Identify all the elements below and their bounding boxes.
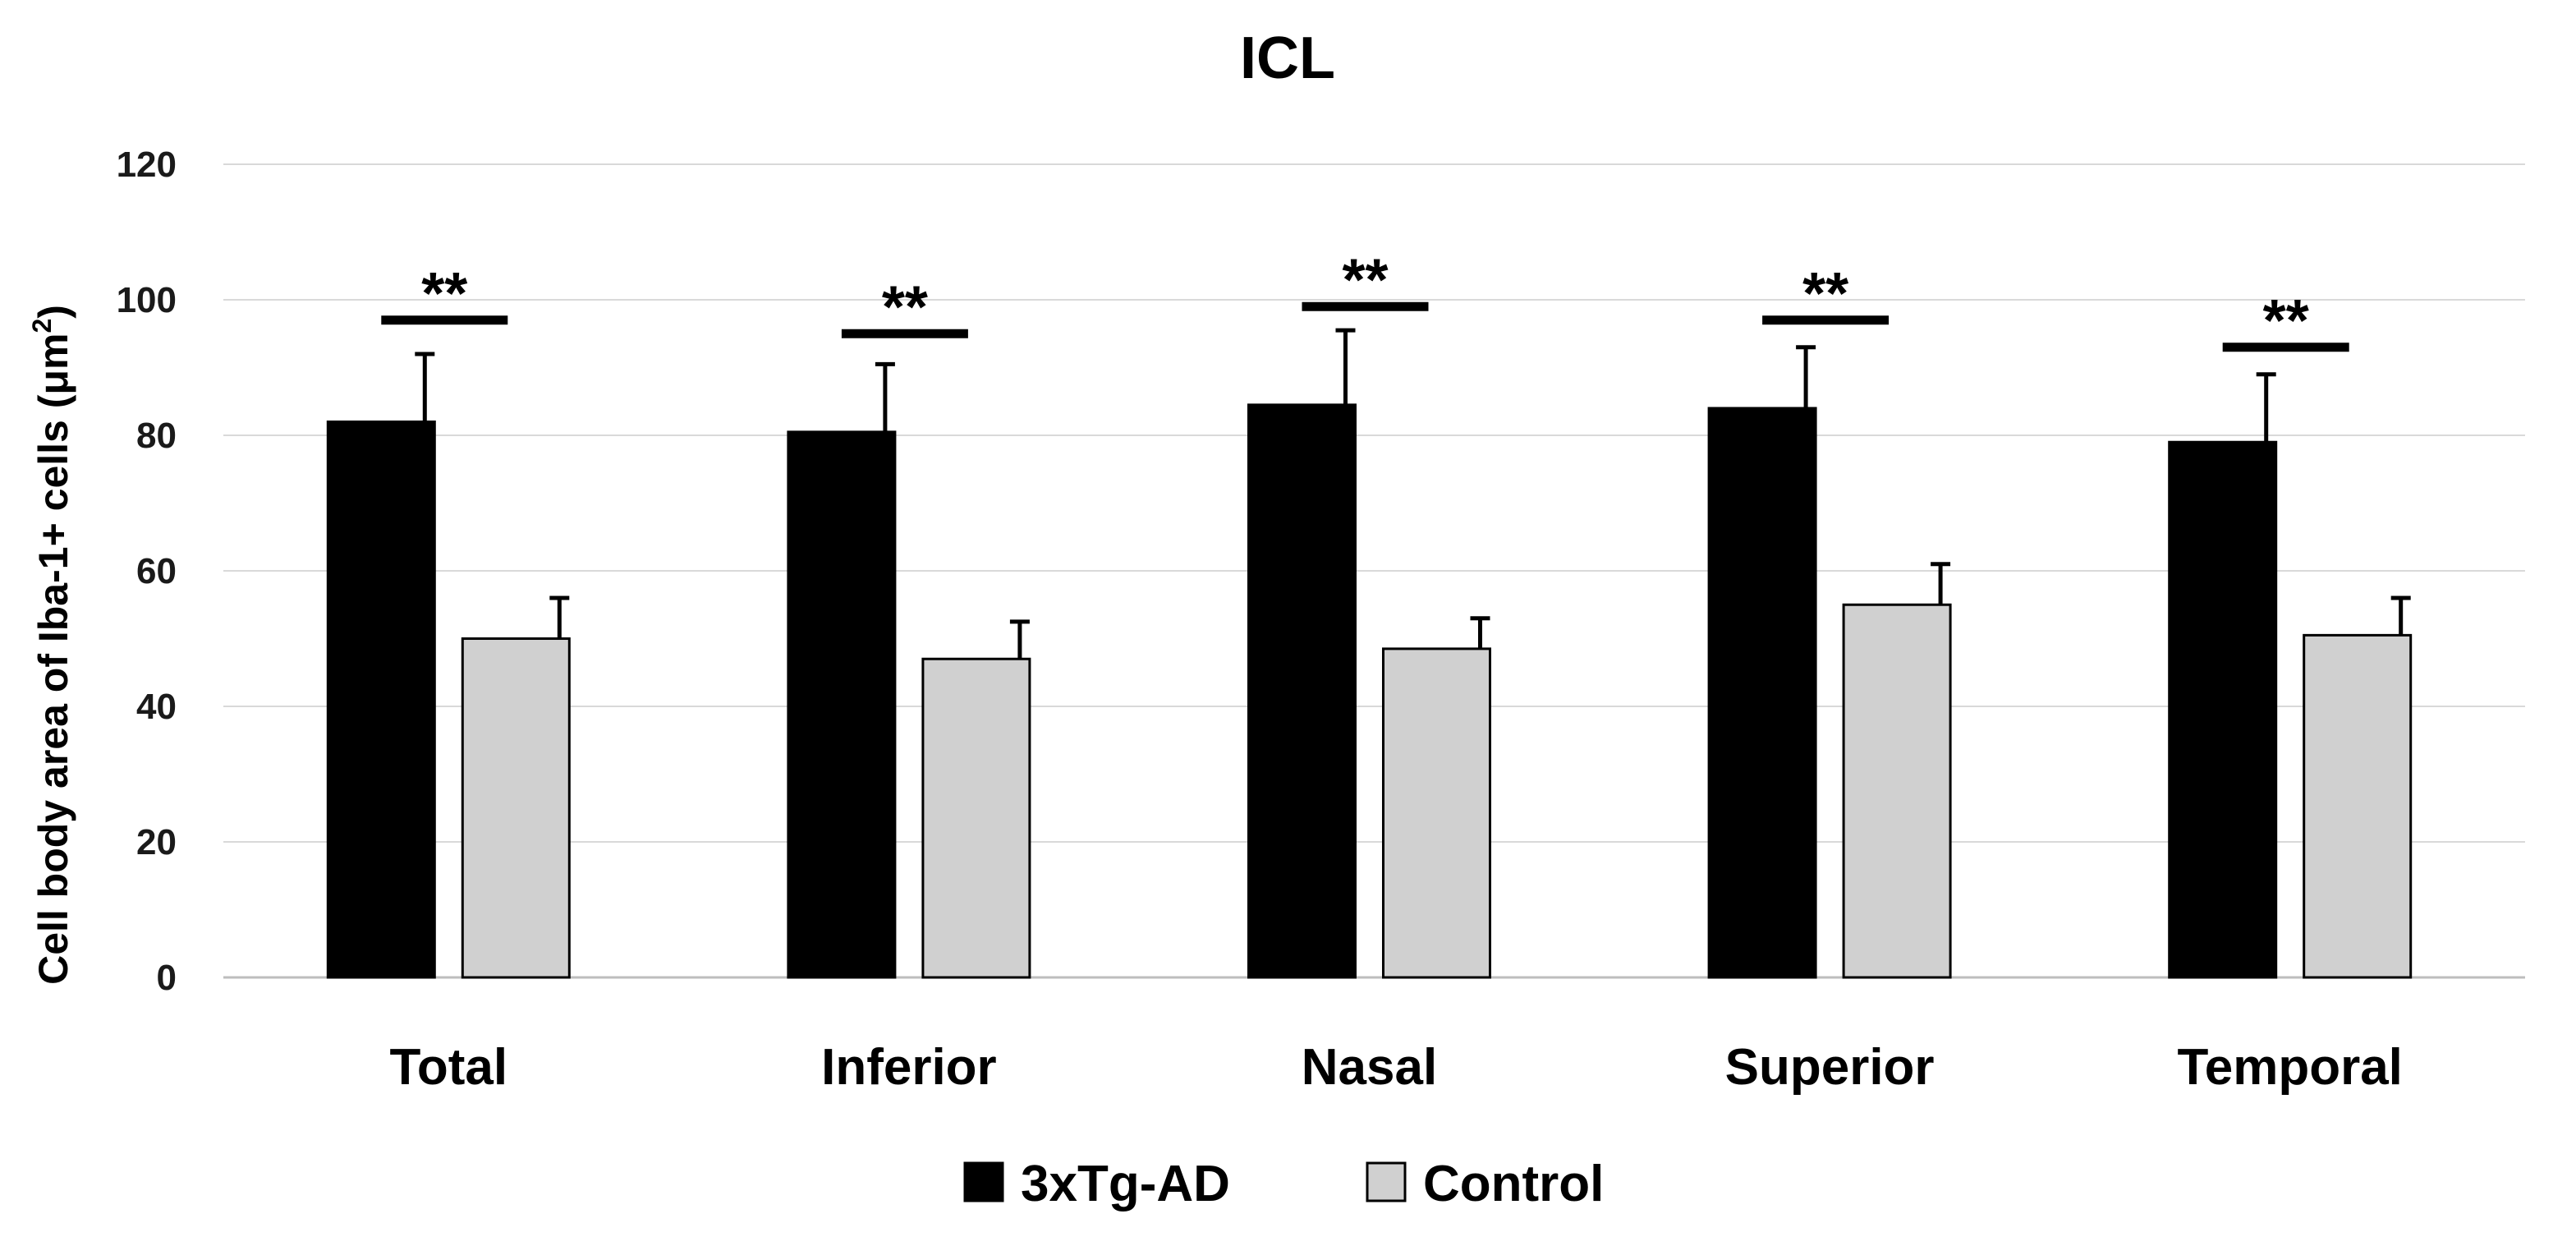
- bar-series1: [1707, 407, 1817, 979]
- category-label: Temporal: [2177, 1039, 2402, 1096]
- y-tick-label: 120: [117, 145, 177, 185]
- category-label: Superior: [1725, 1039, 1935, 1096]
- legend-label: 3xTg-AD: [1021, 1156, 1230, 1212]
- bar-series1: [787, 430, 897, 979]
- legend-swatch: [1366, 1161, 1407, 1202]
- category-label: Inferior: [821, 1039, 997, 1096]
- y-tick-label: 40: [136, 687, 177, 727]
- bar-series2: [1842, 603, 1952, 979]
- y-tick-label: 60: [136, 551, 177, 591]
- gridlines: [223, 163, 2525, 979]
- bar-series2: [921, 657, 1031, 979]
- category-labels: Total Inferior Nasal Superior Temporal: [390, 1039, 2403, 1096]
- y-axis-label-superscript: 2: [27, 319, 57, 333]
- bar-series1: [326, 421, 436, 979]
- y-axis-label-main: Cell body area of Iba-1+ cells (μm: [30, 333, 76, 985]
- y-tick-label: 100: [117, 280, 177, 320]
- legend-swatch: [963, 1161, 1004, 1202]
- significance-label: **: [421, 261, 467, 327]
- bar-series2: [1382, 647, 1491, 979]
- legend-label: Control: [1423, 1156, 1604, 1212]
- chart-title: ICL: [1240, 25, 1335, 91]
- y-tick-label: 0: [157, 958, 177, 998]
- y-tick-label: 80: [136, 416, 177, 456]
- error-bars: [415, 328, 2411, 660]
- category-label: Total: [390, 1039, 508, 1096]
- significance-label: **: [882, 274, 928, 340]
- significance-label: **: [1342, 247, 1388, 313]
- significance-label: **: [1802, 261, 1848, 327]
- bar-series2: [2303, 633, 2413, 979]
- significance-markers: ** ** ** ** **: [381, 247, 2349, 354]
- legend: 3xTg-AD Control: [963, 1156, 1604, 1212]
- bar-series1: [1247, 403, 1357, 979]
- category-label: Nasal: [1302, 1039, 1437, 1096]
- bar-series1: [2168, 440, 2278, 979]
- y-axis-label: Cell body area of Iba-1+ cells (μm2): [27, 305, 76, 985]
- bars: [326, 403, 2413, 979]
- y-tick-label: 20: [136, 822, 177, 862]
- y-axis-label-close: ): [30, 305, 76, 319]
- y-tick-labels: 0 20 40 60 80 100 120: [117, 145, 177, 998]
- bar-series2: [461, 637, 571, 979]
- significance-label: **: [2263, 288, 2309, 354]
